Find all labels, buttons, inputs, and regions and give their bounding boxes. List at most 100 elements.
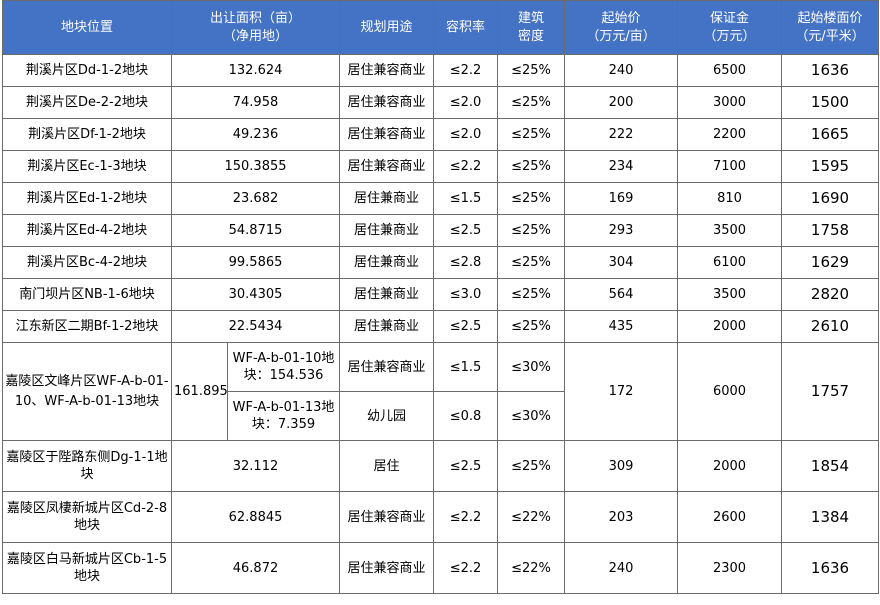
- header-start-price: 起始价 （万元/亩）: [564, 0, 679, 55]
- cell-deposit: 2000: [677, 440, 783, 492]
- cell-location: 嘉陵区凤棲新城片区Cd-2-8地块: [2, 491, 172, 543]
- cell-price: 293: [564, 214, 679, 247]
- table-row-2: 荆溪片区De-2-2地块 74.958 居住兼容商业 ≤2.0 ≤25% 200 3000 1…: [2, 86, 880, 119]
- cell-area: 132.624: [170, 54, 341, 87]
- cell-use: 居住兼容商业: [339, 342, 435, 392]
- header-location: 地块位置: [2, 0, 172, 55]
- cell-floor-price: 1500: [781, 86, 880, 119]
- cell-floor-price: 1629: [781, 246, 880, 279]
- cell-use: 居住兼容商业: [339, 54, 435, 87]
- cell-far: ≤1.5: [433, 182, 499, 215]
- land-parcel-table: 地块位置 出让面积（亩） （净用地） 规划用途 容积率 建筑 密度 起始价 （万元/亩…: [2, 0, 880, 594]
- cell-price: 234: [564, 150, 679, 183]
- cell-location: 嘉陵区于陛路东侧Dg-1-1地块: [2, 440, 172, 492]
- cell-area: 150.3855: [170, 150, 341, 183]
- cell-far: ≤3.0: [433, 278, 499, 311]
- cell-floor-price: 1665: [781, 118, 880, 151]
- cell-use: 居住兼容商业: [339, 86, 435, 119]
- cell-far: ≤2.8: [433, 246, 499, 279]
- cell-location: 荆溪片区Ed-1-2地块: [2, 182, 172, 215]
- cell-deposit: 3000: [677, 86, 783, 119]
- cell-area: 32.112: [170, 440, 341, 492]
- cell-area: 99.5865: [170, 246, 341, 279]
- cell-price: 169: [564, 182, 679, 215]
- cell-floor-price: 1854: [781, 440, 880, 492]
- cell-far: ≤2.2: [433, 491, 499, 543]
- cell-use: 居住兼商业: [339, 278, 435, 311]
- cell-use: 居住兼容商业: [339, 542, 435, 594]
- cell-use: 居住兼容商业: [339, 150, 435, 183]
- cell-density: ≤25%: [497, 440, 566, 492]
- table-body-split: 嘉陵区文峰片区WF-A-b-01-10、WF-A-b-01-13地块 161.8…: [2, 342, 880, 441]
- cell-use: 居住兼容商业: [339, 491, 435, 543]
- cell-deposit: 7100: [677, 150, 783, 183]
- cell-location: 江东新区二期Bf-1-2地块: [2, 310, 172, 343]
- cell-use: 幼儿园: [339, 391, 435, 441]
- cell-area: 46.872: [170, 542, 341, 594]
- cell-density: ≤25%: [497, 246, 566, 279]
- cell-sub-area: WF-A-b-01-13地块：7.359: [226, 391, 341, 441]
- cell-price: 203: [564, 491, 679, 543]
- cell-far: ≤2.5: [433, 214, 499, 247]
- header-use: 规划用途: [339, 0, 435, 55]
- cell-location: 荆溪片区De-2-2地块: [2, 86, 172, 119]
- cell-area: 30.4305: [170, 278, 341, 311]
- cell-deposit: 2200: [677, 118, 783, 151]
- cell-area: 74.958: [170, 86, 341, 119]
- header-far: 容积率: [433, 0, 499, 55]
- cell-density: ≤25%: [497, 214, 566, 247]
- cell-far: ≤0.8: [433, 391, 499, 441]
- table-row-4: 荆溪片区Ec-1-3地块 150.3855 居住兼容商业 ≤2.2 ≤25% 234 710…: [2, 150, 880, 183]
- cell-price: 172: [564, 342, 679, 441]
- table-body-main: 荆溪片区Dd-1-2地块 132.624 居住兼容商业 ≤2.2 ≤25% 240 6500…: [2, 54, 880, 343]
- header-floor-price: 起始楼面价 （元/平米）: [781, 0, 880, 55]
- cell-floor-price: 1690: [781, 182, 880, 215]
- cell-far: ≤2.0: [433, 86, 499, 119]
- cell-density: ≤22%: [497, 542, 566, 594]
- header-deposit: 保证金 （万元）: [677, 0, 783, 55]
- cell-density: ≤25%: [497, 150, 566, 183]
- table-body-tail: 嘉陵区于陛路东侧Dg-1-1地块 32.112 居住 ≤2.5 ≤25% 309 2000 1…: [2, 440, 880, 594]
- cell-far: ≤2.2: [433, 542, 499, 594]
- cell-deposit: 6100: [677, 246, 783, 279]
- cell-use: 居住兼商业: [339, 214, 435, 247]
- cell-location: 荆溪片区Df-1-2地块: [2, 118, 172, 151]
- header-row: 地块位置 出让面积（亩） （净用地） 规划用途 容积率 建筑 密度 起始价 （万元/亩…: [2, 0, 880, 55]
- table-row-9: 江东新区二期Bf-1-2地块 22.5434 居住兼商业 ≤2.5 ≤25% 435 200…: [2, 310, 880, 343]
- cell-deposit: 3500: [677, 214, 783, 247]
- cell-use: 居住兼商业: [339, 246, 435, 279]
- table-row-7: 荆溪片区Bc-4-2地块 99.5865 居住兼商业 ≤2.8 ≤25% 304 6100 1…: [2, 246, 880, 279]
- cell-location: 荆溪片区Ed-4-2地块: [2, 214, 172, 247]
- cell-price: 435: [564, 310, 679, 343]
- cell-floor-price: 1757: [781, 342, 880, 441]
- cell-deposit: 2000: [677, 310, 783, 343]
- cell-density: ≤30%: [497, 391, 566, 441]
- cell-sub-area: WF-A-b-01-10地块：154.536: [226, 342, 341, 392]
- cell-far: ≤2.2: [433, 54, 499, 87]
- cell-floor-price: 2820: [781, 278, 880, 311]
- table-row-3: 荆溪片区Df-1-2地块 49.236 居住兼容商业 ≤2.0 ≤25% 222 2200 1…: [2, 118, 880, 151]
- cell-price: 564: [564, 278, 679, 311]
- cell-far: ≤2.0: [433, 118, 499, 151]
- cell-price: 240: [564, 54, 679, 87]
- cell-density: ≤25%: [497, 182, 566, 215]
- cell-location: 荆溪片区Ec-1-3地块: [2, 150, 172, 183]
- cell-floor-price: 1758: [781, 214, 880, 247]
- cell-far: ≤1.5: [433, 342, 499, 392]
- cell-density: ≤25%: [497, 54, 566, 87]
- cell-use: 居住兼容商业: [339, 118, 435, 151]
- table-row-split-2: WF-A-b-01-13地块：7.359 幼儿园 ≤0.8 ≤30%: [3, 391, 879, 441]
- table-row-tail-3: 嘉陵区白马新城片区Cb-1-5地块 46.872 居住兼容商业 ≤2.2 ≤22% 240…: [2, 542, 880, 594]
- cell-far: ≤2.5: [433, 310, 499, 343]
- cell-area: 62.8845: [170, 491, 341, 543]
- cell-far: ≤2.5: [433, 440, 499, 492]
- cell-area: 23.682: [170, 182, 341, 215]
- header-area: 出让面积（亩） （净用地）: [170, 0, 341, 55]
- cell-price: 304: [564, 246, 679, 279]
- cell-location: 南门坝片区NB-1-6地块: [2, 278, 172, 311]
- table-row-1: 荆溪片区Dd-1-2地块 132.624 居住兼容商业 ≤2.2 ≤25% 240 6500…: [2, 54, 880, 87]
- cell-far: ≤2.2: [433, 150, 499, 183]
- cell-price: 200: [564, 86, 679, 119]
- cell-deposit: 2600: [677, 491, 783, 543]
- cell-use: 居住: [339, 440, 435, 492]
